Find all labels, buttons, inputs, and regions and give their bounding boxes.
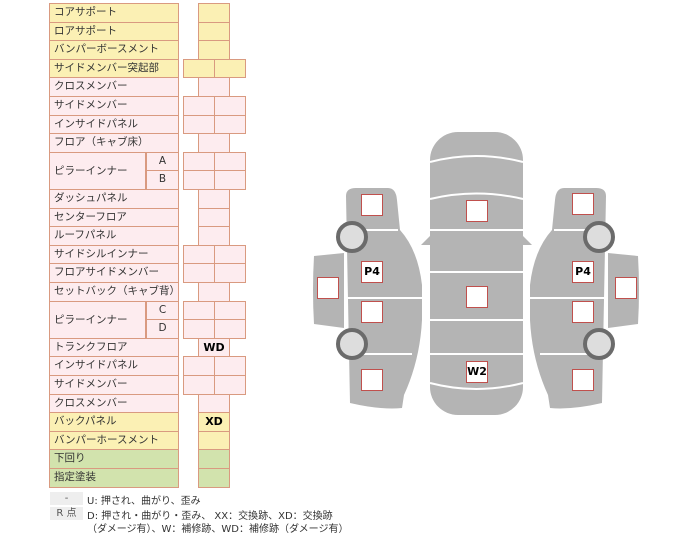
wheel-icon: [336, 328, 368, 360]
right-mid-box[interactable]: [572, 301, 594, 323]
right-front-box[interactable]: [572, 193, 594, 215]
center-notch-right: [523, 236, 532, 245]
row-label: サイドメンバー突起部: [49, 58, 179, 79]
row-label: クロスメンバー: [49, 77, 179, 97]
right-door-box[interactable]: [615, 277, 637, 299]
row-label: バックパネル: [49, 412, 179, 432]
left-front-box[interactable]: [361, 194, 383, 216]
inspection-cell-right[interactable]: [214, 263, 246, 283]
legend-r-text-2: （ダメージ有）、W：補修跡、WD：補修跡（ダメージ有）: [87, 524, 349, 535]
inspection-cell-right[interactable]: [214, 114, 246, 135]
inspection-cell-right[interactable]: [214, 58, 246, 79]
center-rear-box[interactable]: W2: [466, 361, 488, 383]
row-sublabel: C: [146, 300, 179, 321]
wheel-icon: [336, 221, 368, 253]
row-label: 指定塗装: [49, 468, 179, 488]
row-label: サイドシルインナー: [49, 244, 179, 265]
legend-dash-key: -: [50, 492, 83, 505]
legend-dash-text: U: 押され、曲がり、歪み: [87, 496, 201, 507]
left-door-box[interactable]: [317, 277, 339, 299]
wheel-icon: [583, 221, 615, 253]
inspection-cell[interactable]: WD: [198, 337, 230, 358]
row-label: センターフロア: [49, 207, 179, 228]
row-label: サイドメンバー: [49, 96, 179, 116]
left-p4-box[interactable]: P4: [361, 261, 383, 283]
wheel-icon: [583, 328, 615, 360]
legend-r-text-1: D: 押され・曲がり・歪み、 XX：交換跡、XD：交換跡: [87, 511, 333, 522]
row-label: フロア（キャブ床）: [49, 133, 179, 153]
row-label: ピラーインナー: [49, 300, 146, 339]
row-label: ピラーインナー: [49, 151, 146, 190]
inspection-cell-right[interactable]: [214, 319, 246, 339]
left-rear-box[interactable]: [361, 369, 383, 391]
center-front-box[interactable]: [466, 200, 488, 222]
car-top-view: [430, 132, 523, 415]
inspection-cell[interactable]: [198, 468, 230, 488]
wheels: [336, 221, 615, 360]
inspection-cell[interactable]: XD: [198, 412, 230, 432]
row-label: サイドメンバー: [49, 375, 179, 395]
inspection-cell-right[interactable]: [214, 375, 246, 395]
legend-r-key: R 点: [50, 507, 83, 520]
center-middle-box[interactable]: [466, 286, 488, 308]
right-p4-box[interactable]: P4: [572, 261, 594, 283]
inspection-cell-right[interactable]: [214, 170, 246, 190]
center-notch-left: [421, 236, 430, 245]
row-label: インサイドパネル: [49, 114, 179, 135]
row-sublabel: A: [146, 151, 179, 172]
right-rear-box[interactable]: [572, 369, 594, 391]
row-label: フロアサイドメンバー: [49, 263, 179, 283]
left-mid-box[interactable]: [361, 301, 383, 323]
row-label: バンパーボースメント: [49, 40, 179, 60]
